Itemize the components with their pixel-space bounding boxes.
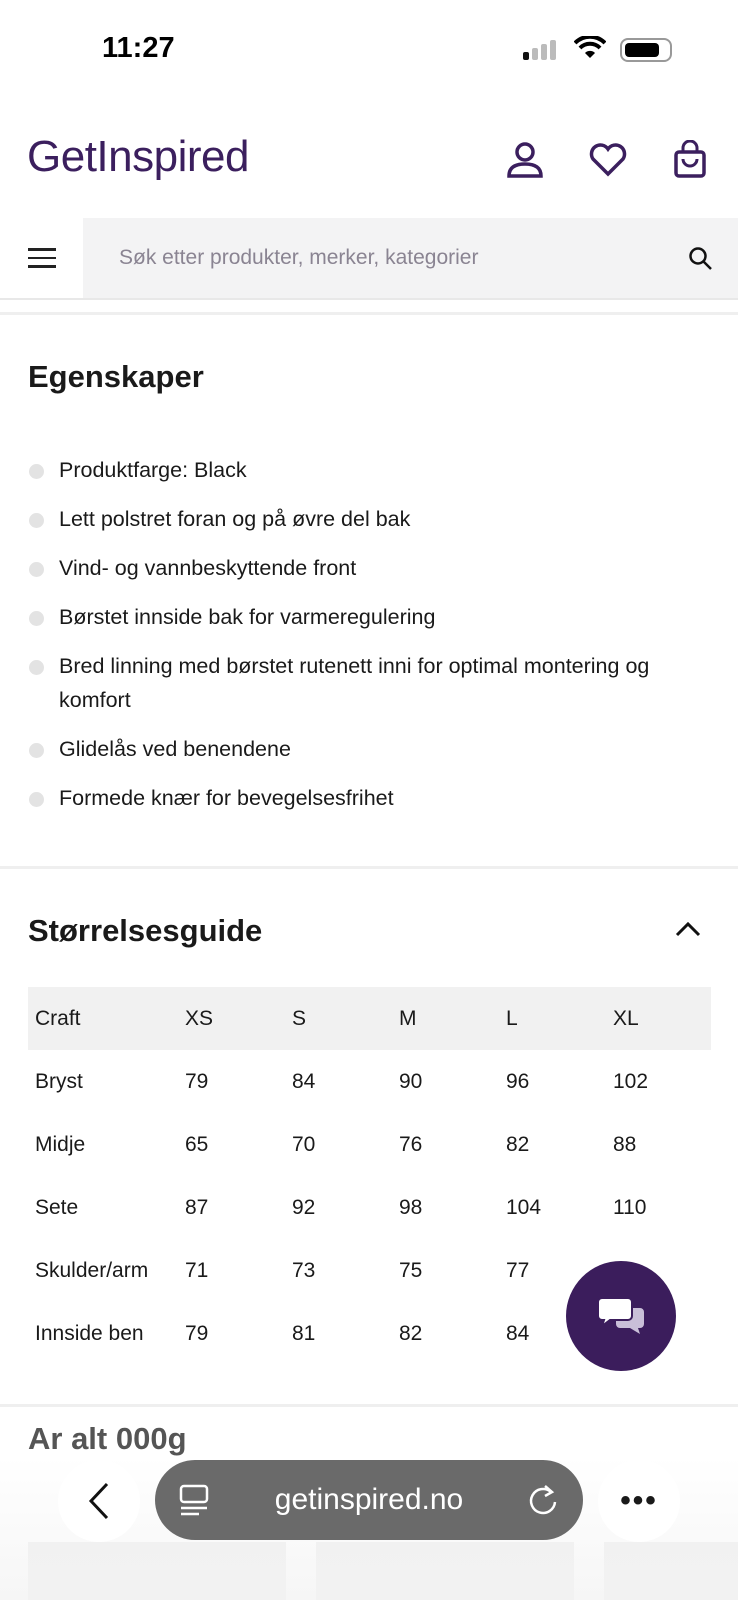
table-row: Sete 87 92 98 104 110	[28, 1176, 711, 1239]
table-cell: 96	[506, 1069, 530, 1093]
table-cell: 98	[399, 1195, 423, 1219]
column-header: L	[506, 1006, 518, 1030]
column-header: XS	[185, 1006, 214, 1030]
url-text: getinspired.no	[274, 1483, 464, 1516]
back-button[interactable]	[58, 1460, 140, 1542]
table-cell: 110	[613, 1195, 647, 1219]
next-section: Ar alt 000g	[0, 1404, 738, 1600]
table-row: Bryst 79 84 90 96 102	[28, 1050, 711, 1113]
table-cell: 75	[399, 1258, 423, 1282]
table-cell: 92	[292, 1195, 316, 1219]
table-cell: 73	[292, 1258, 316, 1282]
features-title: Egenskaper	[28, 359, 204, 394]
column-header: Craft	[35, 1006, 81, 1030]
account-icon[interactable]	[505, 140, 545, 180]
table-cell: 104	[506, 1195, 542, 1219]
clock: 11:27	[102, 32, 175, 64]
chat-icon	[597, 1297, 644, 1334]
features-section: Egenskaper Produktfarge: Black Lett pols…	[0, 312, 738, 830]
menu-icon[interactable]	[0, 218, 83, 298]
column-header: XL	[613, 1006, 639, 1030]
site-header: GetInspired	[0, 110, 738, 218]
heart-icon[interactable]	[588, 140, 628, 180]
size-guide-title: Størrelsesguide	[28, 913, 263, 948]
column-header: M	[399, 1006, 417, 1030]
bag-icon[interactable]	[672, 140, 708, 180]
table-cell: 81	[292, 1321, 316, 1345]
table-cell: 84	[506, 1321, 530, 1345]
search-bar: Søk etter produkter, merker, kategorier	[0, 218, 738, 300]
chevron-left-icon	[88, 1482, 109, 1520]
next-section-title: Ar alt 000g	[28, 1421, 187, 1456]
table-header-row: Craft XS S M L XL	[28, 987, 711, 1050]
chat-button[interactable]	[566, 1261, 676, 1371]
table-cell: 82	[399, 1321, 423, 1345]
table-cell: Midje	[35, 1132, 86, 1156]
table-cell: 71	[185, 1258, 209, 1282]
more-icon: •••	[620, 1484, 658, 1517]
reader-icon	[179, 1484, 209, 1516]
table-cell: Skulder/arm	[35, 1258, 149, 1282]
table-cell: 87	[185, 1195, 209, 1219]
table-cell: 82	[506, 1132, 530, 1156]
table-row: Skulder/arm 71 73 75 77	[28, 1239, 711, 1302]
table-cell: 79	[185, 1069, 209, 1093]
table-cell: 88	[613, 1132, 637, 1156]
list-item: Bred linning med børstet rutenett inni f…	[28, 649, 708, 717]
size-guide-section: Størrelsesguide Craft XS S M L XL Bryst 79 84 90…	[0, 866, 738, 1365]
table-cell: 79	[185, 1321, 209, 1345]
search-input[interactable]: Søk etter produkter, merker, kategorier	[83, 218, 738, 298]
table-row: Midje 65 70 76 82 88	[28, 1113, 711, 1176]
table-cell: 90	[399, 1069, 423, 1093]
table-cell: Bryst	[35, 1069, 83, 1093]
more-button[interactable]: •••	[598, 1460, 680, 1542]
table-cell: 102	[613, 1069, 649, 1093]
column-header: S	[292, 1006, 307, 1030]
table-cell: 65	[185, 1132, 209, 1156]
status-bar: 11:27	[0, 0, 738, 100]
size-table: Craft XS S M L XL Bryst 79 84 90 96 102 Midje 65 70 76…	[28, 987, 711, 1365]
table-cell: Innside ben	[35, 1321, 144, 1345]
reload-icon[interactable]	[527, 1482, 559, 1518]
table-cell: 76	[399, 1132, 423, 1156]
list-item: Formede knær for bevegelsesfrihet	[28, 781, 708, 815]
table-cell: 77	[506, 1258, 530, 1282]
list-item: Vind- og vannbeskyttende front	[28, 551, 708, 585]
table-row: Innside ben 79 81 82 84	[28, 1302, 711, 1365]
size-guide-header[interactable]: Størrelsesguide	[28, 913, 738, 949]
list-item: Glidelås ved benendene	[28, 732, 708, 766]
search-icon[interactable]	[688, 246, 714, 272]
table-cell: 70	[292, 1132, 316, 1156]
battery-icon	[620, 38, 672, 62]
wifi-icon	[574, 36, 606, 58]
address-bar[interactable]: getinspired.no	[155, 1460, 583, 1540]
logo[interactable]: GetInspired	[27, 132, 249, 181]
features-list: Produktfarge: Black Lett polstret foran …	[28, 453, 738, 815]
chevron-up-icon[interactable]	[674, 919, 702, 939]
list-item: Lett polstret foran og på øvre del bak	[28, 502, 708, 536]
list-item: Børstet innside bak for varmeregulering	[28, 600, 708, 634]
table-cell: 84	[292, 1069, 316, 1093]
table-cell: Sete	[35, 1195, 79, 1219]
search-placeholder: Søk etter produkter, merker, kategorier	[119, 246, 479, 269]
signal-icon	[523, 40, 556, 60]
list-item: Produktfarge: Black	[28, 453, 708, 487]
